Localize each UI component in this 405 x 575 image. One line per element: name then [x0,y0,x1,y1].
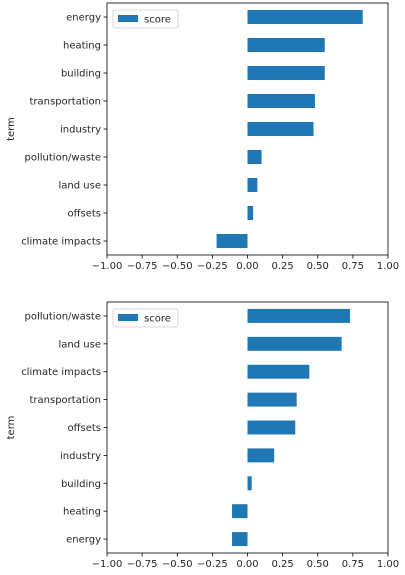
legend-box [112,9,179,29]
y-tick-label: industry [60,451,101,462]
bar-heating [232,504,248,519]
x-tick-label: 1.00 [377,261,399,272]
x-tick-label: −1.00 [92,261,123,272]
legend-swatch [118,15,138,22]
y-tick-label: industry [60,125,101,136]
chart-panel-2: pollution/waste land use climate impacts tr… [6,301,399,570]
y-tick-label: pollution/waste [25,311,101,322]
x-tick-label: −0.25 [197,261,228,272]
x-tick-label: 0.50 [307,261,329,272]
x-tick-label: 0.75 [342,261,364,272]
y-tick-label: land use [59,339,101,350]
x-tick-label: −0.75 [127,261,158,272]
y-tick-label: heating [63,507,101,518]
bar-land-use [247,178,258,192]
y-tick-label: offsets [67,423,101,434]
bar-climate-impacts [247,364,310,379]
x-tick-label: −0.50 [162,559,193,570]
bar-offsets [247,420,296,435]
bar-industry [247,448,275,463]
y-tick-label: energy [66,13,101,24]
legend-box [112,308,179,328]
bar-energy [247,10,363,24]
x-tick-label: 1.00 [377,559,399,570]
legend: score [112,308,179,328]
legend-swatch [118,314,138,321]
y-tick-label: transportation [30,395,102,406]
y-tick-label: energy [66,535,101,546]
legend-label: score [144,15,171,26]
y-tick-label: pollution/waste [25,153,101,164]
y-tick-label: building [61,69,101,80]
x-tick-label: 0.75 [342,559,364,570]
bar-transportation [247,392,297,407]
bar-industry [247,122,314,136]
legend-label: score [144,314,171,325]
bar-building [247,476,252,491]
y-tick-label: land use [59,181,101,192]
y-axis-label: term [6,117,17,141]
x-tick-label: 0.50 [307,559,329,570]
bar-pollution-waste [247,150,262,164]
x-tick-label: 0.25 [271,261,293,272]
bar-transportation [247,94,315,108]
x-tick-label: −0.50 [162,261,193,272]
x-tick-label: 0.00 [236,559,258,570]
bar-land-use [247,336,342,351]
y-tick-label: heating [63,41,101,52]
x-tick-label: 0.00 [236,261,258,272]
chart-panel-1: energy heating building transportation indus… [6,2,399,272]
x-tick-label: −0.25 [197,559,228,570]
y-tick-label: climate impacts [21,237,101,248]
x-tick-label: −1.00 [92,559,123,570]
legend: score [112,9,179,29]
x-tick-label: 0.25 [271,559,293,570]
y-tick-label: transportation [30,97,102,108]
bar-climate-impacts [216,234,248,248]
y-axis-label: term [6,416,17,440]
bar-energy [232,532,248,547]
bar-pollution-waste [247,308,351,323]
bar-offsets [247,206,254,220]
bar-heating [247,38,325,52]
y-tick-label: climate impacts [21,367,101,378]
y-tick-label: building [61,479,101,490]
x-tick-label: −0.75 [127,559,158,570]
y-tick-label: offsets [67,209,101,220]
bar-building [247,66,325,80]
